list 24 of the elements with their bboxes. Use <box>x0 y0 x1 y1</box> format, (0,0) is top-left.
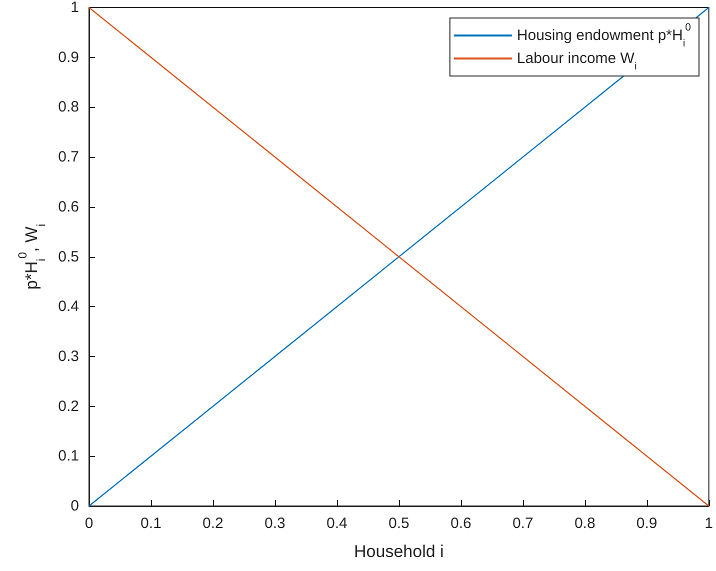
x-tick-label: 0.1 <box>140 515 162 532</box>
x-axis-title: Household i <box>354 542 444 561</box>
y-tick-label: 0.5 <box>58 248 79 266</box>
x-tick-label: 0.4 <box>326 515 348 532</box>
y-tick-label: 0.6 <box>58 198 79 216</box>
x-tick-label: 0.6 <box>450 515 472 532</box>
y-tick-label: 1 <box>70 0 79 16</box>
x-tick-label: 1 <box>704 515 713 532</box>
x-tick-label: 0.9 <box>636 515 658 532</box>
y-tick-label: 0.2 <box>58 398 79 415</box>
x-tick-label: 0.8 <box>574 515 596 532</box>
y-tick-label: 0.4 <box>58 298 79 316</box>
y-tick-label: 0.3 <box>58 348 79 365</box>
x-tick-label: 0 <box>84 515 94 532</box>
y-tick-label: 0.7 <box>58 148 79 166</box>
y-tick-label: 0.1 <box>58 448 79 465</box>
y-tick-label: 0.8 <box>58 98 79 116</box>
x-tick-label: 0.5 <box>388 515 410 532</box>
x-tick-label: 0.7 <box>512 515 534 532</box>
y-axis-title: p*Hi0, Wi <box>15 224 48 290</box>
x-tick-label: 0.2 <box>202 515 224 532</box>
x-tick-label: 0.3 <box>264 515 286 532</box>
y-tick-label: 0.9 <box>58 48 79 66</box>
y-tick-label: 0 <box>70 498 79 514</box>
